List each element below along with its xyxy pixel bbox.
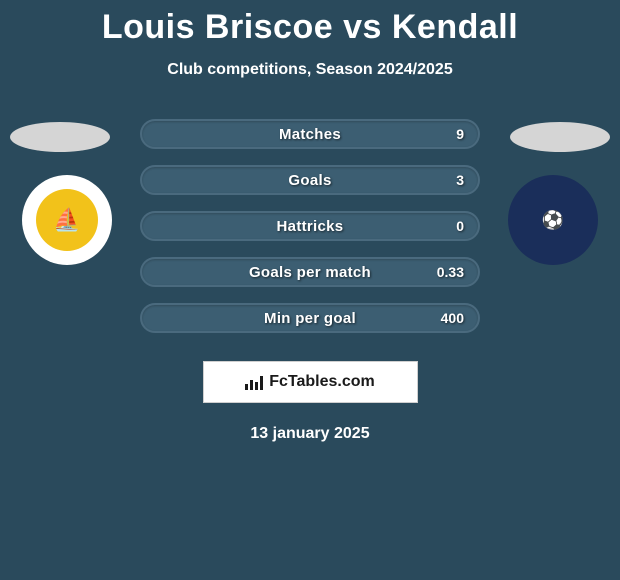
stat-value: 3 — [456, 172, 464, 188]
stat-label: Matches — [279, 126, 341, 143]
stat-row-goals: Goals 3 — [140, 165, 480, 195]
stat-label: Hattricks — [277, 218, 344, 235]
stat-value: 0 — [456, 218, 464, 234]
stat-label: Min per goal — [264, 310, 356, 327]
comparison-card: Louis Briscoe vs Kendall Club competitio… — [0, 0, 620, 443]
stat-row-min-per-goal: Min per goal 400 — [140, 303, 480, 333]
badge-outer-ring: ⛵ — [22, 175, 112, 265]
stat-row-goals-per-match: Goals per match 0.33 — [140, 257, 480, 287]
subtitle: Club competitions, Season 2024/2025 — [0, 61, 620, 79]
stat-row-matches: Matches 9 — [140, 119, 480, 149]
page-title: Louis Briscoe vs Kendall — [0, 8, 620, 47]
stat-row-hattricks: Hattricks 0 — [140, 211, 480, 241]
badge-circle: ⚽ — [508, 175, 598, 265]
stat-label: Goals — [288, 172, 331, 189]
bar-chart-icon — [245, 374, 263, 390]
date-label: 13 january 2025 — [0, 425, 620, 443]
player-silhouette-left — [10, 122, 110, 152]
stat-value: 400 — [441, 310, 464, 326]
stats-list: Matches 9 Goals 3 Hattricks 0 Goals per … — [140, 119, 480, 333]
club-badge-left: ⛵ — [22, 175, 112, 265]
stat-label: Goals per match — [249, 264, 371, 281]
club-badge-right: ⚽ — [508, 175, 598, 265]
player-silhouette-right — [510, 122, 610, 152]
ball-icon: ⚽ — [542, 210, 564, 231]
stat-value: 9 — [456, 126, 464, 142]
attribution-text: FcTables.com — [269, 373, 375, 391]
ship-icon: ⛵ — [36, 189, 98, 251]
attribution-badge[interactable]: FcTables.com — [203, 361, 418, 403]
stat-value: 0.33 — [437, 264, 464, 280]
